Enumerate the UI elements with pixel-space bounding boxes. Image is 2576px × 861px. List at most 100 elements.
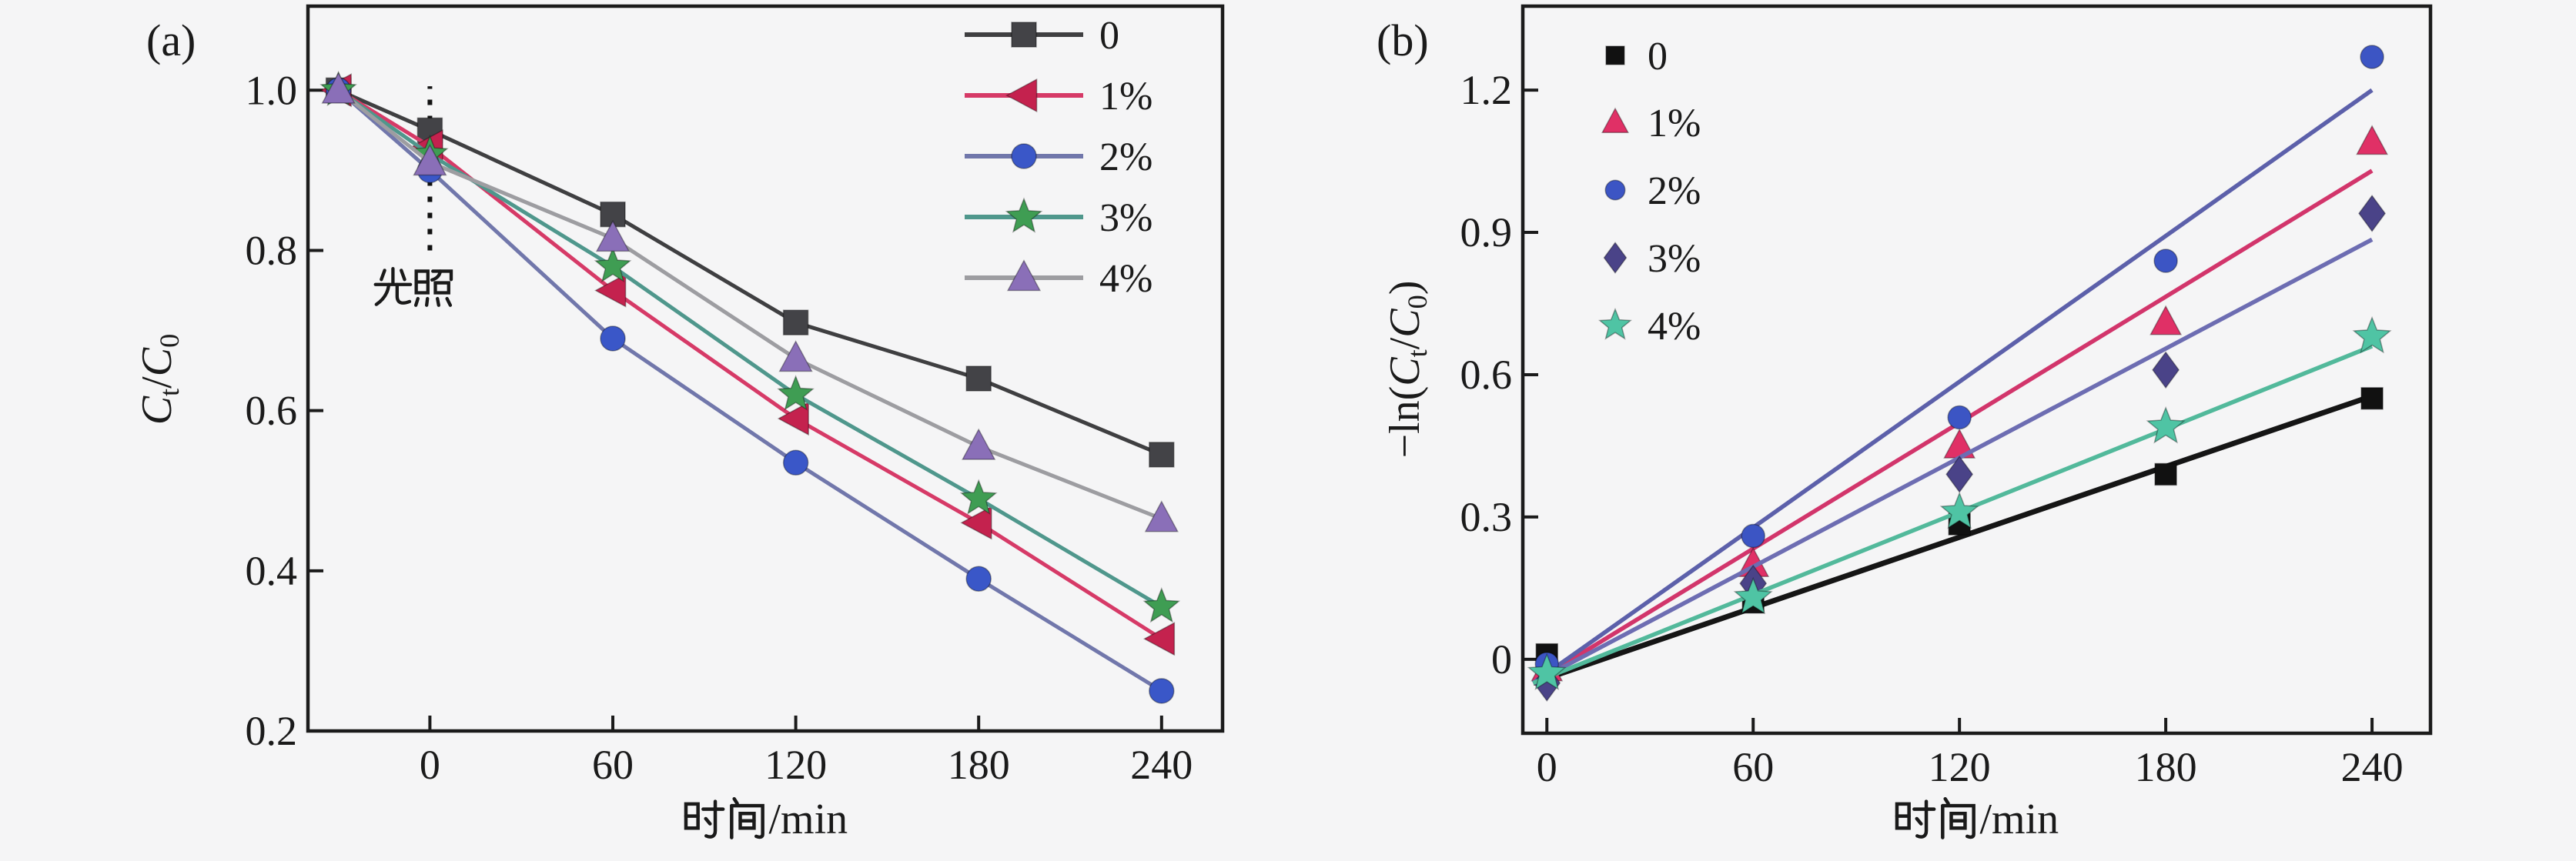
x-tick-label: 180: [948, 742, 1010, 788]
series-line: [337, 88, 1163, 457]
series-0: [325, 77, 1175, 468]
data-point-marker: [777, 375, 815, 411]
series-line: [337, 88, 1163, 521]
legend-marker-icon: [1604, 179, 1626, 201]
legend-label: 4%: [1099, 257, 1153, 301]
fit-line: [1531, 169, 2374, 686]
legend-item: 4%: [965, 257, 1153, 301]
x-tick-label: 120: [764, 742, 827, 788]
legend-label: 2%: [1099, 135, 1153, 179]
series-1pct: [319, 73, 1176, 656]
legend-label: 0: [1648, 35, 1668, 78]
data-point-marker: [321, 72, 356, 104]
fit-line: [1532, 393, 2374, 686]
legend: 0 1% 2% 3% 4%: [1598, 35, 1701, 349]
legend-marker-icon: [1605, 45, 1625, 65]
cjk-char: [730, 796, 764, 839]
x-tick-label: 60: [1732, 744, 1774, 790]
y-axis-title: Ct/C0: [133, 334, 185, 425]
cjk-char: [684, 799, 725, 839]
x-axis-title: /min: [1895, 796, 2059, 843]
y-tick-label: 1.0: [246, 67, 298, 113]
data-point-marker: [1144, 500, 1179, 532]
legend-label: 2%: [1648, 169, 1701, 213]
legend-marker-icon: [1601, 107, 1630, 134]
y-tick-label: 0.2: [246, 708, 298, 754]
data-point-marker: [782, 309, 809, 335]
data-point-marker: [594, 246, 632, 282]
data-point-marker: [2152, 351, 2180, 389]
legend: 0 1% 2% 3% 4%: [965, 14, 1153, 301]
x-tick-label: 240: [1130, 742, 1193, 788]
data-point-marker: [965, 566, 992, 592]
label-text: /min: [768, 796, 848, 843]
x-tick-label: 0: [420, 742, 440, 788]
x-axis-title: /min: [684, 796, 848, 843]
series-2pct: [1531, 45, 2384, 685]
legend-label: 3%: [1099, 196, 1153, 240]
data-point-marker: [2146, 405, 2186, 444]
x-tick-label: 180: [2135, 744, 2197, 790]
data-point-marker: [1149, 678, 1175, 704]
series-line: [337, 88, 1163, 641]
data-point-marker: [2360, 45, 2384, 69]
data-point-marker: [600, 325, 626, 352]
data-point-marker: [2352, 315, 2392, 354]
legend-marker-icon: [1005, 197, 1043, 233]
y-axis-title: −ln(Ct/C0): [1381, 280, 1433, 458]
data-point-marker: [2154, 462, 2177, 486]
data-point-marker: [413, 144, 447, 176]
data-point-marker: [2358, 194, 2387, 232]
legend-item: 4%: [1598, 305, 1701, 349]
y-tick-label: 0.3: [1460, 494, 1513, 540]
data-point-marker: [782, 449, 809, 476]
legend-label: 0: [1099, 14, 1119, 58]
axes-ticks: 0 60 120 180 240 0.2 0.4 0.6 0.8 1.0: [246, 67, 1193, 788]
data-point-marker: [2360, 387, 2384, 410]
data-point-marker: [1939, 491, 1979, 529]
legend-marker-icon: [1006, 259, 1042, 292]
panel-b: 0 60 120 180 240 0 0.3 0.6 0.9 1.2 0 1% 2% 3% 4% (b) −ln…: [1377, 4, 2433, 843]
data-point-marker: [2356, 125, 2389, 155]
cjk-char: [1941, 796, 1975, 839]
plot-frame: [1521, 4, 2433, 736]
legend-item: 3%: [1603, 237, 1701, 281]
data-point-marker: [1149, 442, 1175, 468]
cjk-char: [413, 269, 453, 307]
data-point-marker: [959, 479, 998, 515]
cjk-char: [373, 267, 413, 306]
y-tick-label: 0.4: [246, 548, 298, 594]
panel-label: (a): [146, 15, 196, 65]
fit-line: [1531, 88, 2374, 685]
legend-marker-icon: [1011, 143, 1037, 169]
panel-a: 0 60 120 180 240 0.2 0.4 0.6 0.8 1.0 0 1% 2% 3% 4% (a) C…: [133, 4, 1225, 843]
label-text: /min: [1979, 796, 2059, 843]
data-point-marker: [778, 340, 813, 372]
cjk-char: [1895, 799, 1936, 839]
series-line: [336, 88, 1163, 693]
data-point-marker: [965, 365, 992, 392]
legend-marker-icon: [1603, 242, 1628, 274]
x-tick-label: 120: [1929, 744, 1991, 790]
data-point-marker: [1741, 523, 1765, 549]
y-tick-label: 1.2: [1460, 67, 1513, 113]
series-4pct: [1527, 315, 2392, 691]
data-point-marker: [1945, 456, 1974, 493]
legend-item: 2%: [965, 135, 1153, 179]
data-point-marker: [2149, 305, 2183, 335]
y-tick-label: 0.9: [1460, 209, 1513, 255]
x-tick-label: 240: [2341, 744, 2404, 790]
legend-label: 1%: [1648, 102, 1701, 145]
light-on-annotation: [373, 267, 453, 307]
data-point-marker: [595, 219, 631, 252]
data-point-marker: [960, 506, 992, 540]
plot-frame: [306, 4, 1225, 733]
legend-item: 1%: [1601, 102, 1701, 145]
y-tick-label: 0: [1491, 636, 1512, 682]
y-tick-label: 0.6: [1460, 352, 1513, 398]
legend-label: 3%: [1648, 237, 1701, 281]
data-point-marker: [1733, 576, 1773, 615]
legend-item: 2%: [1604, 169, 1701, 213]
legend-item: 3%: [965, 196, 1153, 240]
legend-marker-icon: [1005, 78, 1038, 113]
